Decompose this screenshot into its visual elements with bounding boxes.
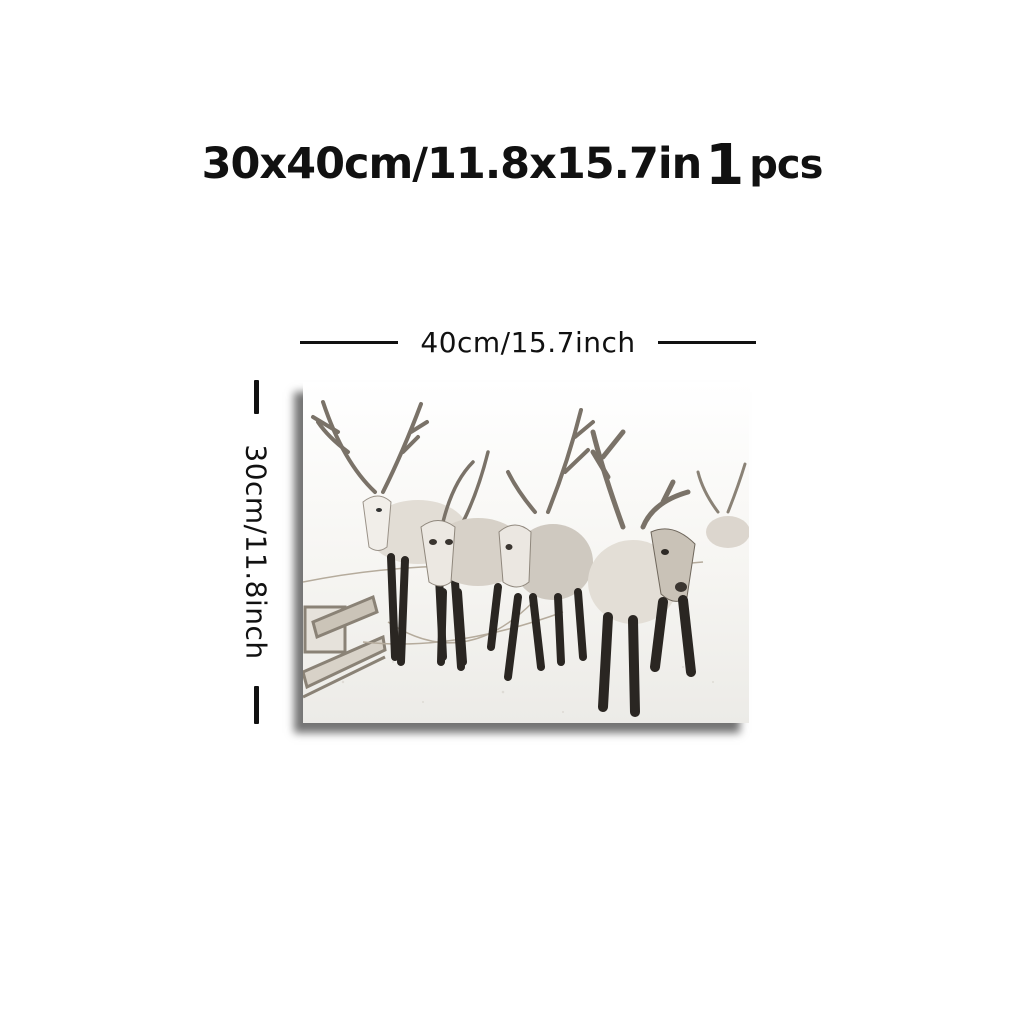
width-label: 40cm/15.7inch (420, 325, 636, 359)
reindeer-artwork (303, 382, 749, 723)
reindeer-5 (696, 462, 749, 548)
width-dimension: 40cm/15.7inch (300, 322, 756, 362)
canvas-print (303, 382, 749, 723)
product-size-title: 30x40cm/11.8x15.7in1 pcs (0, 138, 1024, 194)
width-line-right (657, 340, 756, 344)
height-dimension: 30cm/11.8inch (236, 380, 276, 724)
width-line-left (300, 340, 399, 344)
reindeer-3 (498, 408, 595, 681)
size-text: 30x40cm/11.8x15.7in (201, 139, 703, 189)
height-line-bottom (253, 686, 259, 724)
quantity-value: 1 (705, 133, 744, 198)
sled-shape (303, 594, 387, 699)
height-line-top (253, 380, 259, 414)
reindeer-4 (588, 429, 696, 717)
quantity-unit: pcs (749, 142, 823, 188)
height-label: 30cm/11.8inch (239, 444, 273, 660)
